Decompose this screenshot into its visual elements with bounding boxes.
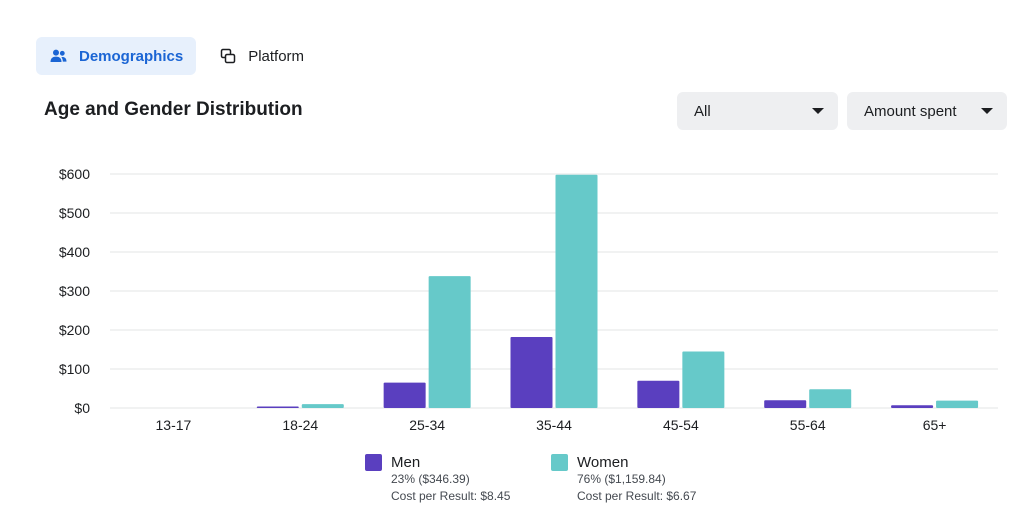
bar-women-18-24 — [301, 404, 344, 408]
metric-dropdown-value: Amount spent — [864, 102, 957, 120]
legend-women: Women 76% ($1,159.84) Cost per Result: $… — [551, 454, 696, 505]
y-tick-label: $400 — [59, 244, 90, 260]
y-tick-label: $600 — [59, 166, 90, 182]
x-tick-label: 18-24 — [282, 417, 318, 433]
metric-dropdown[interactable]: Amount spent — [847, 92, 1007, 130]
tab-demographics[interactable]: Demographics — [36, 37, 197, 75]
x-tick-label: 65+ — [923, 417, 947, 433]
y-tick-label: $500 — [59, 205, 90, 221]
x-tick-label: 13-17 — [156, 417, 192, 433]
tab-platform[interactable]: Platform — [206, 37, 317, 75]
y-tick-label: $0 — [74, 400, 90, 416]
bar-men-25-34 — [383, 382, 426, 408]
legend-women-label: Women — [577, 454, 629, 471]
bar-women-55-64 — [809, 389, 852, 408]
legend-men-cost: Cost per Result: $8.45 — [391, 489, 511, 503]
bar-men-65+ — [891, 405, 934, 408]
x-tick-label: 35-44 — [536, 417, 572, 433]
bar-men-45-54 — [637, 380, 680, 408]
bar-men-35-44 — [510, 337, 553, 408]
y-tick-label: $100 — [59, 361, 90, 377]
tab-demographics-label: Demographics — [79, 47, 184, 65]
x-tick-label: 55-64 — [790, 417, 826, 433]
section-title: Age and Gender Distribution — [44, 99, 303, 120]
bar-men-18-24 — [256, 406, 299, 408]
legend-women-cost: Cost per Result: $6.67 — [577, 489, 697, 503]
legend-men-share: 23% ($346.39) — [391, 472, 470, 486]
legend-women-swatch — [551, 454, 568, 471]
bar-men-55-64 — [764, 400, 807, 408]
legend-men-swatch — [365, 454, 382, 471]
tab-bar: Demographics Platform — [36, 37, 317, 75]
caret-down-icon — [981, 108, 993, 114]
bar-women-35-44 — [555, 174, 598, 408]
bar-women-25-34 — [428, 276, 471, 408]
age-gender-bar-chart: $0 $100 $200 $300 $400 $500 $600 13-17 18-24 25-3… — [59, 166, 998, 433]
legend-women-share: 76% ($1,159.84) — [577, 472, 666, 486]
audience-dropdown-value: All — [694, 102, 711, 120]
legend-men: Men 23% ($346.39) Cost per Result: $8.45 — [365, 454, 510, 505]
y-tick-label: $200 — [59, 322, 90, 338]
bar-women-65+ — [936, 400, 979, 408]
x-tick-label: 25-34 — [409, 417, 445, 433]
legend-men-label: Men — [391, 454, 421, 471]
bar-women-45-54 — [682, 351, 725, 408]
x-tick-label: 45-54 — [663, 417, 699, 433]
people-icon — [50, 49, 67, 63]
tab-platform-label: Platform — [248, 47, 305, 65]
copy-icon — [220, 48, 236, 64]
audience-dropdown[interactable]: All — [677, 92, 838, 130]
y-tick-label: $300 — [59, 283, 90, 299]
caret-down-icon — [812, 108, 824, 114]
